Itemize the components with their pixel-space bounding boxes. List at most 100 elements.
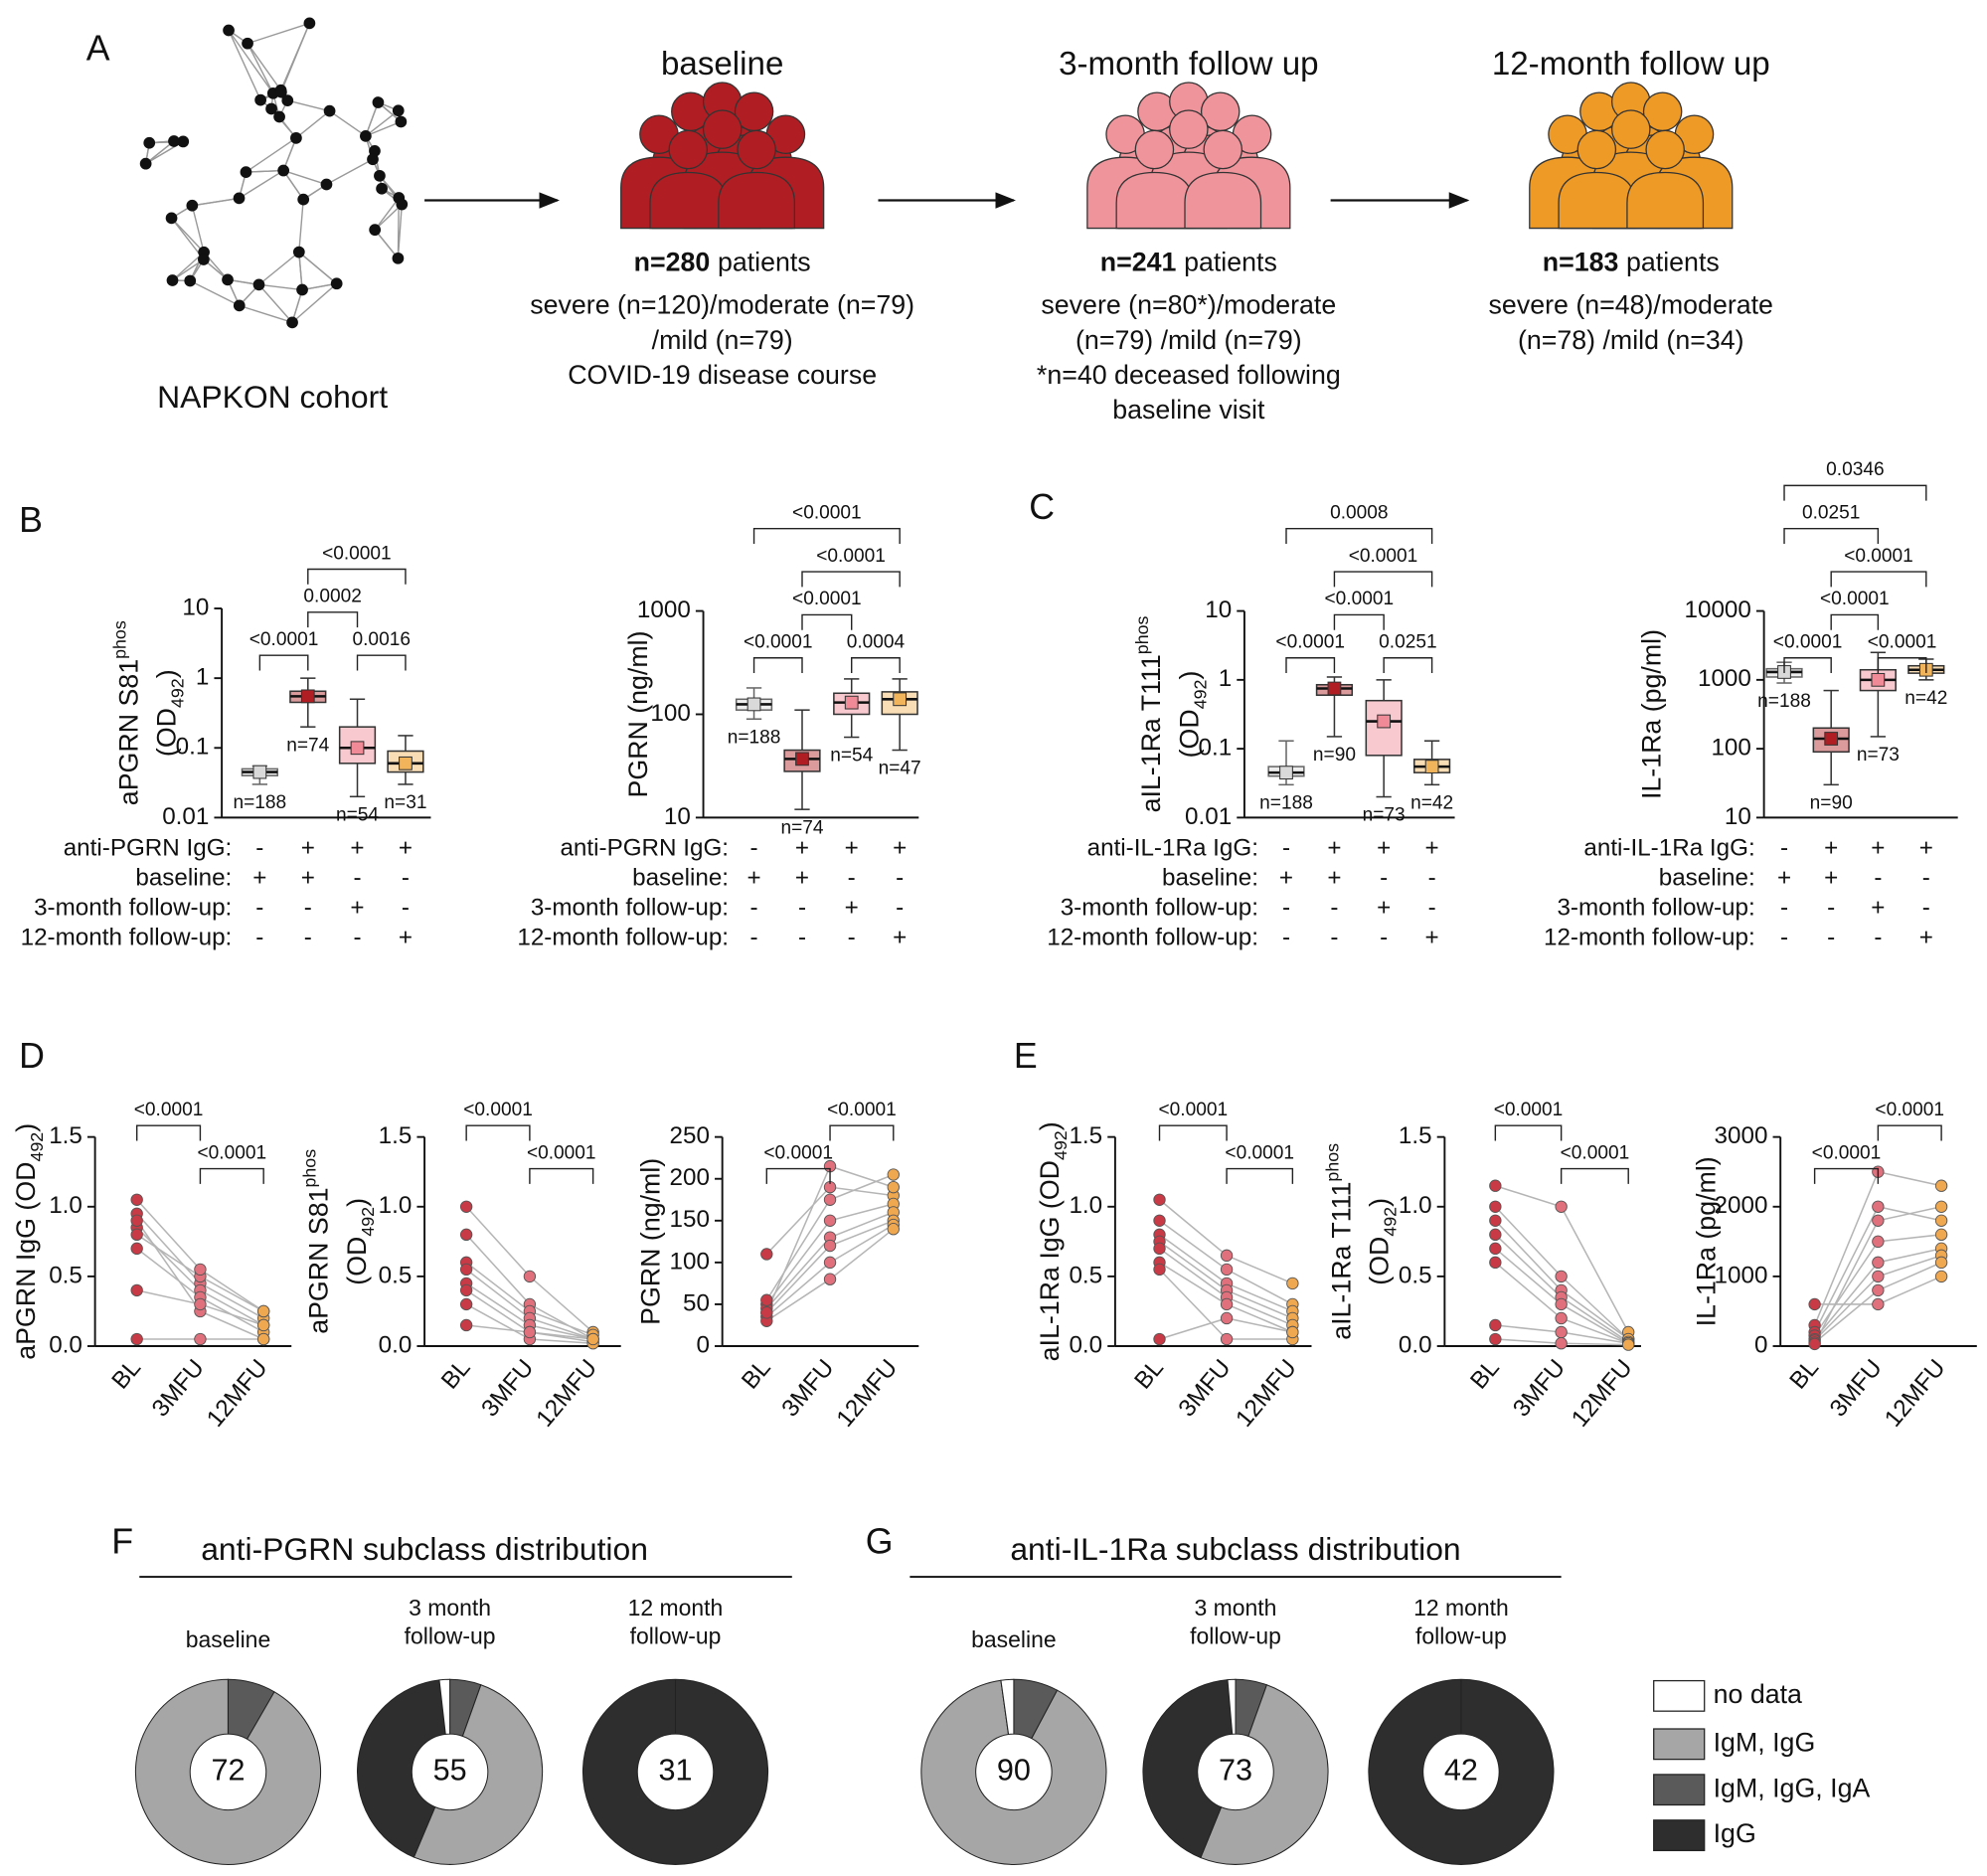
- subject-point: [1555, 1200, 1568, 1213]
- label-part: 492: [1051, 1130, 1071, 1160]
- condition-value: -: [353, 865, 361, 892]
- y-axis-label: aIL-1Ra T111phos: [1322, 1143, 1356, 1340]
- significance-bracket: [1877, 657, 1927, 674]
- y-tick-label: 1.5: [1399, 1122, 1432, 1149]
- significance-bracket: [1383, 657, 1433, 674]
- network-node: [360, 129, 372, 142]
- label-part: 492: [27, 1132, 47, 1162]
- p-value: <0.0001: [1158, 1100, 1228, 1120]
- y-tick-label: 0.0: [49, 1331, 83, 1358]
- y-tick-label: 10: [664, 803, 691, 830]
- stage-detail: baseline visit: [1112, 395, 1265, 425]
- network-node: [292, 246, 305, 258]
- n-label: n=188: [1757, 691, 1811, 712]
- significance-bracket: [765, 1167, 831, 1184]
- condition-value: +: [1777, 865, 1791, 892]
- pie-group-title: anti-IL-1Ra subclass distribution: [1010, 1531, 1460, 1567]
- y-tick-label: 0.5: [1069, 1262, 1102, 1288]
- person-head: [1203, 129, 1243, 170]
- network-node: [186, 199, 199, 212]
- p-value: <0.0001: [1844, 546, 1913, 567]
- pie-n: 72: [211, 1753, 245, 1787]
- x-tick-label: 12MFU: [1880, 1354, 1951, 1432]
- person-head: [1611, 109, 1651, 149]
- condition-value: -: [353, 925, 361, 951]
- x-tick-label: BL: [1129, 1354, 1169, 1394]
- network-edge: [258, 252, 300, 285]
- label-part: 492: [167, 678, 187, 708]
- stage-title: 3-month follow up: [1059, 46, 1318, 83]
- network-node: [296, 283, 308, 296]
- network-node: [197, 254, 210, 265]
- condition-value: +: [1919, 925, 1933, 951]
- significance-bracket: [752, 528, 901, 545]
- pie-segment: [1000, 1678, 1015, 1736]
- y-axis-label: (OD492): [152, 669, 188, 757]
- subject-point: [1489, 1256, 1502, 1270]
- y-tick-label: 100: [670, 1248, 710, 1275]
- legend-label: IgM, IgG: [1714, 1727, 1816, 1757]
- condition-value: +: [252, 865, 266, 892]
- network-node: [222, 273, 234, 286]
- label-part: ): [11, 1123, 41, 1132]
- condition-value: +: [1871, 895, 1885, 922]
- network-edge: [282, 170, 304, 201]
- y-tick-label: 1.5: [1069, 1122, 1102, 1149]
- y-tick-label: 3000: [1715, 1122, 1768, 1149]
- pie-n: 90: [997, 1753, 1031, 1787]
- network-edge: [171, 217, 205, 254]
- significance-bracket: [1285, 528, 1433, 545]
- label-part: aPGRN IgG (OD: [11, 1162, 41, 1360]
- n-label: n=90: [1313, 745, 1356, 766]
- pie-segment: [1227, 1678, 1237, 1735]
- condition-value: -: [1874, 865, 1882, 892]
- subject-point: [1489, 1242, 1502, 1256]
- subject-point: [256, 1318, 270, 1332]
- network-edge: [258, 283, 303, 291]
- condition-value: -: [304, 895, 312, 922]
- subject-point: [1153, 1242, 1166, 1256]
- pie-n: 42: [1444, 1753, 1478, 1787]
- p-value: <0.0001: [1561, 1142, 1630, 1163]
- label-part: 492: [358, 1207, 378, 1237]
- stage-count: n=280 patients: [634, 247, 811, 276]
- n-label: n=42: [1904, 688, 1947, 709]
- x-tick-label: 12MFU: [531, 1354, 602, 1432]
- n-label: n=31: [384, 792, 426, 813]
- condition-value: -: [750, 895, 758, 922]
- subject-point: [459, 1263, 473, 1277]
- network-edge: [189, 279, 241, 307]
- cohort-label: NAPKON cohort: [157, 379, 388, 415]
- group-color: [844, 695, 859, 710]
- group-color: [1871, 672, 1886, 687]
- significance-bracket: [199, 1167, 264, 1184]
- group-color: [893, 692, 908, 707]
- label-part: aIL-1Ra T111: [1136, 654, 1166, 812]
- y-tick-label: 0: [1754, 1331, 1767, 1358]
- y-tick-label: 0.01: [1185, 803, 1232, 830]
- condition-value: -: [798, 925, 806, 951]
- y-tick-label: 0.1: [1199, 735, 1233, 762]
- label-part: ): [342, 1198, 372, 1207]
- pie-label: 12 month: [628, 1595, 724, 1620]
- y-tick-label: 50: [683, 1289, 710, 1316]
- network-node: [254, 93, 266, 106]
- network-edge: [291, 282, 338, 323]
- x-tick-label: 12MFU: [202, 1354, 273, 1432]
- subject-point: [459, 1297, 473, 1311]
- n-label: n=90: [1810, 793, 1853, 814]
- p-value: <0.0001: [744, 632, 813, 653]
- subject-point: [1153, 1263, 1166, 1277]
- condition-value: -: [255, 895, 263, 922]
- stage-detail: severe (n=80*)/moderate: [1041, 290, 1336, 320]
- network-node: [252, 278, 265, 291]
- y-axis-label: aPGRN S81phos: [109, 620, 143, 805]
- significance-bracket: [1333, 571, 1433, 588]
- condition-label: 3-month follow-up:: [1061, 895, 1258, 922]
- y-tick-label: 1: [196, 664, 209, 691]
- condition-value: -: [1282, 925, 1290, 951]
- condition-value: +: [1327, 835, 1341, 862]
- network-edge: [295, 110, 331, 139]
- y-tick-label: 0.01: [162, 803, 209, 830]
- condition-label: anti-PGRN IgG:: [64, 835, 233, 862]
